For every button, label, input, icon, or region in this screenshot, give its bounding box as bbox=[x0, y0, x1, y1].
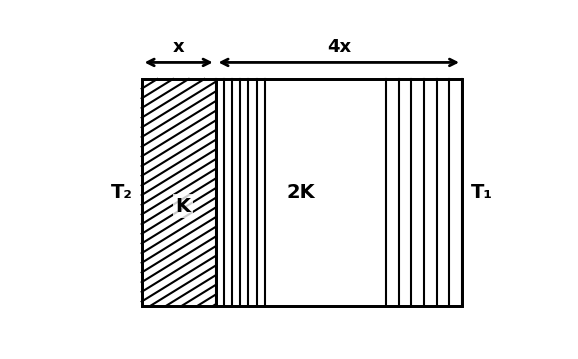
Bar bbox=[142, 79, 216, 306]
Text: 2K: 2K bbox=[286, 183, 315, 202]
Text: T₂: T₂ bbox=[110, 183, 132, 202]
Text: x: x bbox=[173, 38, 184, 56]
Text: K: K bbox=[176, 197, 191, 216]
Bar bbox=[216, 79, 462, 306]
Text: T₁: T₁ bbox=[471, 183, 493, 202]
Bar bbox=[142, 79, 216, 306]
Bar bbox=[216, 79, 462, 306]
Text: 4x: 4x bbox=[327, 38, 351, 56]
